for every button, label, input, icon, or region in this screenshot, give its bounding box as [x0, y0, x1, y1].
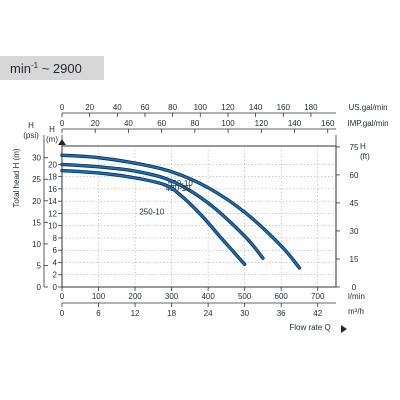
y-tick-label-psi: 30	[32, 154, 41, 163]
y-axis-title: Total head H (m)	[12, 148, 21, 207]
y-tick-label-ft: 45	[350, 199, 359, 208]
plot-border	[61, 145, 337, 288]
x-tick-label-usgal: 60	[141, 103, 150, 112]
x-tick-label-m3h: 18	[167, 309, 176, 318]
y-tick-label-ft: 0	[352, 283, 357, 292]
unit-label-impgal: IMP.gal/min	[347, 119, 388, 128]
x-tick-label-m3h: 30	[240, 309, 249, 318]
y-tick-label-m: 16	[48, 185, 57, 194]
x-tick-label-usgal: 140	[249, 103, 263, 112]
x-tick-label-impgal: 20	[91, 119, 100, 128]
x-axis-arrow	[341, 325, 347, 333]
y-tick-label-m: 0	[53, 283, 58, 292]
unit-label-ft-symbol: H	[360, 142, 366, 151]
x-tick-label-impgal: 0	[60, 119, 65, 128]
x-axis-title: Flow rate Q	[289, 323, 330, 332]
x-tick-label-m3h: 12	[131, 309, 140, 318]
curve-250-10	[61, 169, 246, 266]
curve-550-10	[61, 154, 301, 269]
x-tick-label-lmin: 300	[165, 292, 179, 301]
y-tick-label-m: 18	[48, 173, 57, 182]
x-tick-label-impgal: 160	[321, 119, 335, 128]
unit-label-m3h: m³/h	[348, 307, 364, 316]
y-tick-label-m: 14	[48, 197, 57, 206]
y-tick-label-m: 6	[53, 246, 58, 255]
curve-label-250-10: 250-10	[139, 208, 164, 217]
x-tick-label-lmin: 400	[201, 292, 215, 301]
unit-label-ft: (ft)	[360, 152, 370, 161]
y-tick-label-psi: 25	[32, 175, 41, 184]
x-tick-label-impgal: 60	[157, 119, 166, 128]
x-tick-label-m3h: 42	[313, 309, 322, 318]
x-tick-label-usgal: 0	[60, 103, 65, 112]
unit-label-usgal: US.gal/min	[348, 103, 387, 112]
speed-label-box: min-1 ~ 2900	[0, 56, 104, 80]
curve-420-10	[61, 163, 264, 260]
x-tick-label-usgal: 20	[85, 103, 94, 112]
x-tick-label-usgal: 80	[168, 103, 177, 112]
x-tick-label-usgal: 40	[113, 103, 122, 112]
x-tick-label-lmin: 500	[238, 292, 252, 301]
x-tick-label-impgal: 100	[221, 119, 235, 128]
unit-label-lmin: l/min	[348, 292, 365, 301]
y-tick-label-m: 12	[48, 209, 57, 218]
unit-label-psi: (psi)	[23, 131, 39, 140]
x-tick-label-usgal: 160	[277, 103, 291, 112]
x-tick-label-impgal: 40	[124, 119, 133, 128]
y-tick-label-psi: 0	[37, 283, 42, 292]
unit-label-m: (m)	[46, 135, 58, 144]
x-tick-label-impgal: 140	[288, 119, 302, 128]
x-tick-label-impgal: 80	[190, 119, 199, 128]
x-tick-label-lmin: 0	[60, 292, 65, 301]
y-tick-label-m: 4	[53, 258, 58, 267]
x-tick-label-lmin: 100	[92, 292, 106, 301]
y-tick-label-m: 10	[48, 222, 57, 231]
x-tick-label-lmin: 600	[275, 292, 289, 301]
x-tick-label-usgal: 100	[194, 103, 208, 112]
unit-label-m-symbol: H	[49, 125, 55, 134]
x-tick-label-m3h: 6	[96, 309, 101, 318]
x-tick-label-m3h: 24	[204, 309, 213, 318]
y-tick-label-m: 8	[53, 234, 58, 243]
y-tick-label-ft: 30	[350, 227, 359, 236]
x-tick-label-lmin: 700	[311, 292, 325, 301]
x-tick-label-impgal: 120	[255, 119, 269, 128]
y-tick-label-psi: 15	[32, 218, 41, 227]
x-tick-label-m3h: 0	[60, 309, 65, 318]
axis-titles: H(psi)H(m)H(ft)Total head H (m)Flow rate…	[12, 121, 370, 333]
y-tick-label-psi: 20	[32, 197, 41, 206]
y-tick-label-ft: 15	[350, 255, 359, 264]
curve-label-550-10: 550-10	[168, 179, 193, 188]
y-tick-label-m: 2	[53, 271, 58, 280]
y-tick-label-ft: 60	[350, 171, 359, 180]
y-tick-label-m: 20	[48, 160, 57, 169]
x-tick-label-m3h: 36	[277, 309, 286, 318]
unit-label-psi-symbol: H	[28, 121, 34, 130]
y-tick-label-psi: 5	[37, 261, 42, 270]
x-tick-label-usgal: 180	[304, 103, 318, 112]
speed-label: min-1 ~ 2900	[10, 61, 82, 76]
tick-marks	[44, 113, 340, 307]
curve-label-420-10: 420-10	[166, 184, 191, 193]
y-tick-label-ft: 75	[350, 143, 359, 152]
y-axis-arrow	[58, 139, 66, 145]
x-tick-label-lmin: 200	[128, 292, 142, 301]
y-tick-label-psi: 10	[32, 240, 41, 249]
x-tick-label-usgal: 120	[221, 103, 235, 112]
